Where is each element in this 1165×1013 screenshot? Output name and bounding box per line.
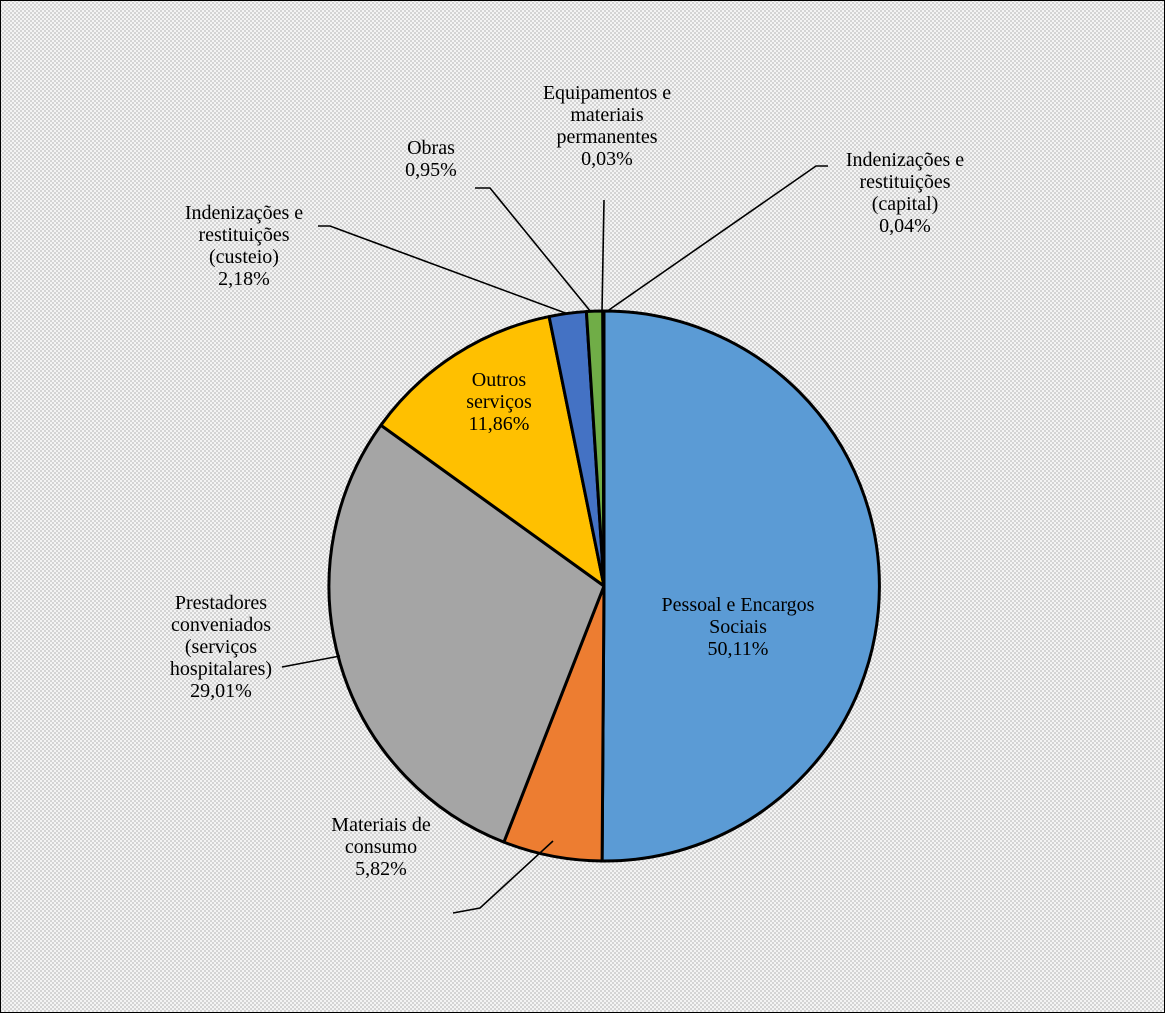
leaders-layer bbox=[281, 165, 828, 914]
leader-line-equipamentos-e-materiais-permanentes bbox=[601, 199, 605, 313]
pie-slice-prestadores-conveniados-servicos-hospitalares bbox=[327, 423, 606, 844]
slice-name-label: consumo bbox=[345, 836, 417, 858]
slice-value-label: 0,95% bbox=[405, 159, 457, 181]
slice-value-label: 5,82% bbox=[355, 858, 407, 880]
slice-value-label: 2,18% bbox=[218, 268, 270, 290]
leader-line-indenizacoes-e-restituicoes-capital bbox=[605, 165, 828, 313]
slice-name-label: Prestadores bbox=[175, 592, 267, 614]
leader-line-obras bbox=[475, 187, 592, 313]
slice-value-label: 50,11% bbox=[708, 638, 769, 660]
leader-line-indenizacoes-e-restituicoes-custeio bbox=[318, 225, 569, 315]
pie-slice-outros-servicos bbox=[379, 315, 606, 588]
slice-name-label: Indenizações e bbox=[185, 202, 303, 224]
slice-value-label: 0,03% bbox=[581, 148, 633, 170]
pie-slice-indenizacoes-e-restituicoes-capital bbox=[601, 309, 606, 588]
slice-name-label: permanentes bbox=[556, 126, 657, 148]
slice-value-label: 0,04% bbox=[879, 215, 931, 237]
slice-name-label: (capital) bbox=[872, 193, 939, 215]
slice-value-label: 11,86% bbox=[469, 413, 530, 435]
slice-name-label: hospitalares) bbox=[170, 658, 272, 680]
slice-name-label: Indenizações e bbox=[846, 149, 964, 171]
slice-name-label: Pessoal e Encargos bbox=[662, 594, 815, 616]
slice-value-label: 29,01% bbox=[190, 680, 252, 702]
leader-line-materiais-de-consumo bbox=[452, 840, 554, 914]
slice-name-label: serviços bbox=[466, 391, 532, 413]
slices-layer bbox=[327, 309, 881, 863]
slice-name-label: materiais bbox=[570, 104, 644, 126]
slice-name-label: Obras bbox=[407, 137, 455, 159]
slice-label-prestadores-conveniados-servicos-hospitalares: Prestadoresconveniados(serviçoshospitala… bbox=[170, 592, 272, 702]
slice-name-label: restituições bbox=[198, 224, 289, 246]
slice-name-label: Materiais de bbox=[331, 814, 431, 836]
slice-name-label: (serviços bbox=[185, 636, 257, 658]
pie-slice-pessoal-e-encargos-sociais bbox=[600, 309, 881, 863]
slice-name-label: Sociais bbox=[709, 616, 767, 638]
slice-name-label: Equipamentos e bbox=[543, 82, 671, 104]
slice-name-label: conveniados bbox=[171, 614, 271, 636]
slice-name-label: (custeio) bbox=[209, 246, 279, 268]
slice-name-label: restituições bbox=[859, 171, 950, 193]
leader-line-prestadores-conveniados-servicos-hospitalares bbox=[281, 655, 341, 668]
slice-name-label: Outros bbox=[472, 369, 527, 391]
